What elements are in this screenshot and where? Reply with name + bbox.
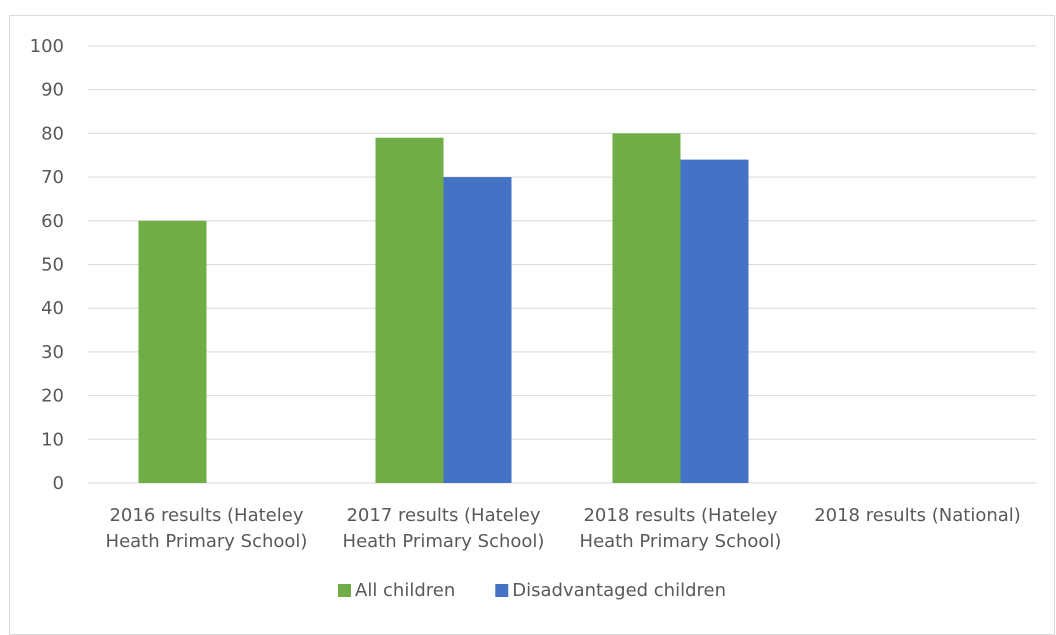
y-tick-label: 80 <box>41 123 64 144</box>
y-tick-label: 10 <box>41 429 64 450</box>
y-tick-label: 50 <box>41 255 64 276</box>
x-tick-label: Heath Primary School) <box>343 531 545 552</box>
bar-all-children <box>138 220 207 484</box>
bar-disadvantaged-children <box>680 159 749 483</box>
legend-label: Disadvantaged children <box>512 580 726 601</box>
bar-disadvantaged-children <box>443 177 512 483</box>
y-tick-label: 40 <box>41 298 64 319</box>
y-tick-label: 90 <box>41 80 64 101</box>
y-tick-label: 20 <box>41 386 64 407</box>
y-tick-label: 30 <box>41 342 64 363</box>
legend-swatch <box>338 584 351 597</box>
y-tick-label: 0 <box>53 473 64 494</box>
x-tick-label: Heath Primary School) <box>106 531 308 552</box>
y-tick-label: 60 <box>41 211 64 232</box>
x-tick-label: 2017 results (Hateley <box>346 505 540 526</box>
bar-all-children <box>375 137 444 483</box>
bar-all-children <box>612 133 681 483</box>
y-tick-label: 100 <box>30 36 64 57</box>
x-tick-label: 2016 results (Hateley <box>109 505 303 526</box>
x-tick-label: Heath Primary School) <box>580 531 782 552</box>
legend-label: All children <box>355 580 455 601</box>
x-tick-label: 2018 results (National) <box>814 505 1021 526</box>
y-tick-label: 70 <box>41 167 64 188</box>
legend-swatch <box>495 584 509 597</box>
x-tick-label: 2018 results (Hateley <box>583 505 777 526</box>
